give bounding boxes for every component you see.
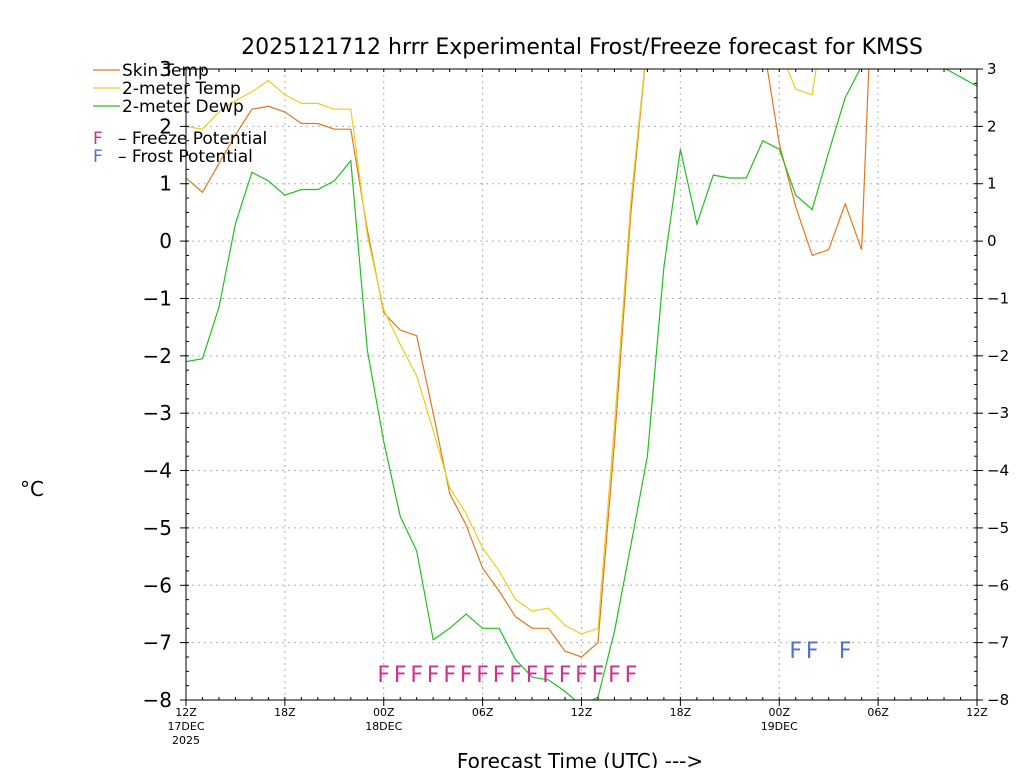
x-axis-label: Forecast Time (UTC) ---> xyxy=(457,749,703,768)
freeze-marker: F xyxy=(377,663,390,688)
y-tick-label-left: −1 xyxy=(143,286,172,310)
y-tick-label-right: −3 xyxy=(987,404,1009,422)
x-tick-year: 2025 xyxy=(172,734,200,747)
y-axis-right: 3 2 1 0 −1 −2 −3 −4 −5 −6 −7 −8 xyxy=(974,60,1009,709)
y-tick-label-right: −6 xyxy=(987,576,1009,594)
y-tick-label-left: −3 xyxy=(143,401,172,425)
y-tick-label-right: 2 xyxy=(987,117,997,135)
x-tick-date: 17DEC xyxy=(167,720,204,733)
y-tick-label-right: −8 xyxy=(987,691,1009,709)
freeze-key-text: – Freeze Potential xyxy=(118,129,267,149)
freeze-marker: F xyxy=(476,663,489,688)
freeze-marker: F xyxy=(427,663,440,688)
freeze-marker: F xyxy=(592,663,605,688)
freeze-marker: F xyxy=(526,663,539,688)
legend-label: Skin Temp xyxy=(122,61,209,81)
y-tick-label-left: −5 xyxy=(143,516,172,540)
x-tick-label: 06Z xyxy=(472,706,494,719)
y-tick-label-left: −2 xyxy=(143,344,172,368)
frost-key-letter: F xyxy=(93,147,103,167)
y-tick-label-right: −2 xyxy=(987,347,1009,365)
y-tick-label-left: 0 xyxy=(159,229,172,253)
y-axis-label: °C xyxy=(20,477,44,501)
series-group xyxy=(186,69,977,700)
legend-label: 2-meter Temp xyxy=(122,79,241,99)
series-line-skin-temp xyxy=(186,69,870,658)
x-tick-label: 12Z xyxy=(175,706,197,719)
freeze-marker: F xyxy=(460,663,473,688)
freeze-marker: F xyxy=(394,663,407,688)
potential-markers: F F F F F F F F F F F F F F F FF F F xyxy=(377,639,851,688)
series-line-2-meter-dewp xyxy=(186,69,977,700)
x-tick-label: 18Z xyxy=(274,706,296,719)
x-tick-date: 19DEC xyxy=(761,720,798,733)
x-tick-date: 18DEC xyxy=(365,720,402,733)
y-axis-left: 3 2 1 0 −1 −2 −3 −4 −5 −6 −7 −8 xyxy=(143,57,189,712)
y-tick-label-left: −4 xyxy=(143,459,172,483)
y-tick-label-right: −1 xyxy=(987,289,1009,307)
freeze-marker: F xyxy=(443,663,456,688)
y-tick-label-left: 2 xyxy=(159,114,172,138)
legend-label: 2-meter Dewp xyxy=(122,97,244,117)
y-tick-label-right: 1 xyxy=(987,175,997,193)
x-tick-label: 06Z xyxy=(867,706,889,719)
frost-marker: F xyxy=(839,639,852,664)
y-tick-label-right: −5 xyxy=(987,519,1009,537)
x-tick-label: 12Z xyxy=(571,706,593,719)
frost-marker: F xyxy=(806,639,819,664)
freeze-marker: F xyxy=(575,663,588,688)
y-tick-label-left: −7 xyxy=(143,631,172,655)
series-layer xyxy=(186,69,977,700)
freeze-marker: F xyxy=(608,663,621,688)
y-tick-label-right: −7 xyxy=(987,634,1009,652)
freeze-marker: F xyxy=(559,663,572,688)
chart-title: 2025121712 hrrr Experimental Frost/Freez… xyxy=(241,35,923,60)
y-tick-label-left: 3 xyxy=(159,57,172,81)
y-tick-label-left: 1 xyxy=(159,172,172,196)
freeze-marker: F xyxy=(625,663,638,688)
y-tick-label-right: 0 xyxy=(987,232,997,250)
y-tick-label-right: −4 xyxy=(987,462,1009,480)
x-tick-label: 18Z xyxy=(670,706,692,719)
freeze-marker: F xyxy=(410,663,423,688)
freeze-key-letter: F xyxy=(93,129,103,149)
y-tick-label-left: −6 xyxy=(143,573,172,597)
x-tick-label: 12Z xyxy=(966,706,988,719)
frost-marker: F xyxy=(789,639,802,664)
freeze-marker: F xyxy=(542,663,555,688)
freeze-marker: F xyxy=(509,663,522,688)
y-tick-label-left: −8 xyxy=(143,688,172,712)
frost-key-text: – Frost Potential xyxy=(118,147,253,167)
series-line-2-meter-temp xyxy=(186,69,817,635)
y-tick-label-right: 3 xyxy=(987,60,997,78)
freeze-marker: F xyxy=(493,663,506,688)
x-tick-label: 00Z xyxy=(768,706,790,719)
x-tick-label: 00Z xyxy=(373,706,395,719)
